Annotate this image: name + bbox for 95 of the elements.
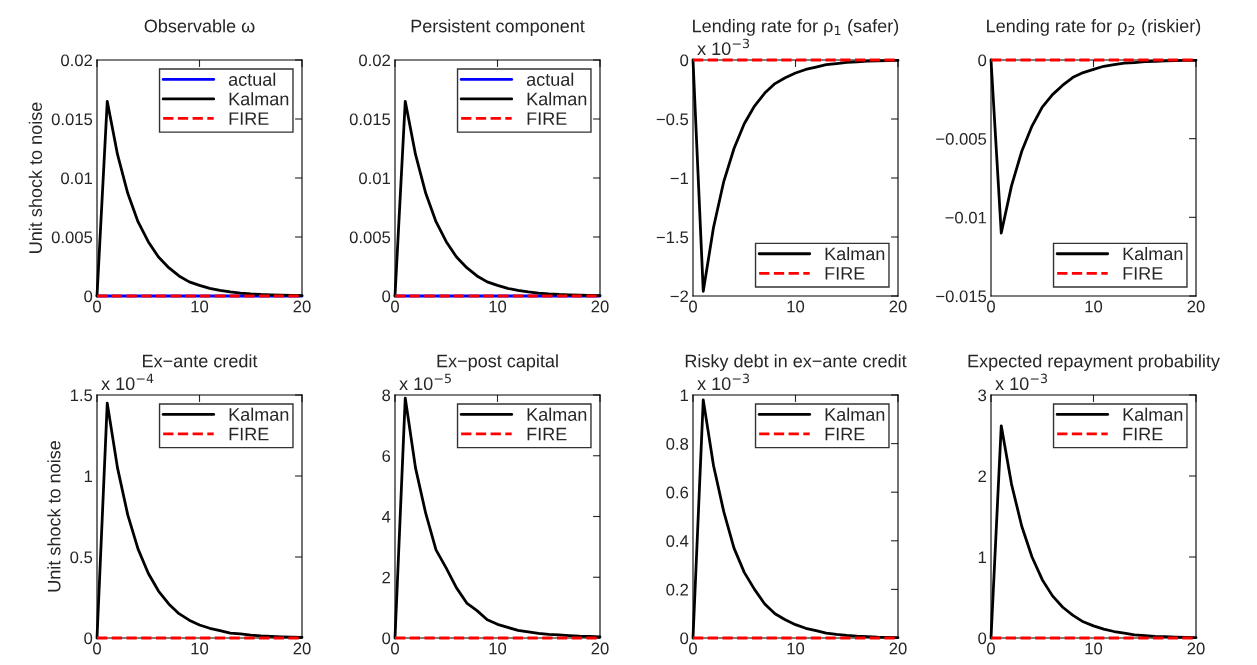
legend-label: FIRE <box>1123 427 1163 441</box>
y-tick-label: 0.6 <box>666 486 689 499</box>
chart-title: Lending rate for ρ$_{1}$ (safer) <box>693 19 899 36</box>
y-tick-label: 0 <box>382 632 391 645</box>
text: x 10$^{−4}$ <box>101 373 154 391</box>
y-tick-label: −2 <box>670 290 688 303</box>
y-tick-label: 0.015 <box>51 113 93 126</box>
chart-title: Expected repayment probability <box>968 354 1220 371</box>
legend-label: Kalman <box>527 92 587 106</box>
y-tick-label: −1 <box>670 172 689 185</box>
legend-label: Kalman <box>1123 246 1183 261</box>
y-axis-title: Unit shock to noise <box>47 441 61 592</box>
x-tick-label: 20 <box>293 300 311 313</box>
legend-label: FIRE <box>825 427 865 441</box>
x-tick-label: 0 <box>987 642 995 655</box>
text: x 10$^{−3}$ <box>697 373 750 391</box>
y-tick-label: 4 <box>381 511 391 523</box>
legend-label: Kalman <box>229 407 289 421</box>
y-tick-label: 1 <box>84 470 93 483</box>
y-tick-label: 0.01 <box>359 172 391 185</box>
chart-title: Ex−post capital <box>437 354 558 371</box>
y-tick-label: 0 <box>978 54 987 67</box>
x-tick-label: 20 <box>1187 642 1205 655</box>
x-tick-label: 0 <box>689 300 697 313</box>
y-tick-label: −1.5 <box>656 231 689 244</box>
legend-label: FIRE <box>229 112 269 125</box>
y-tick-label: 0.015 <box>349 113 391 126</box>
y-tick-label: −0.005 <box>936 133 987 145</box>
x-tick-label: 20 <box>591 300 609 313</box>
x-tick-label: 10 <box>1085 642 1103 655</box>
legend-label: Kalman <box>825 246 885 261</box>
legend-label: FIRE <box>825 267 865 280</box>
y-axis-title: Unit shock to noise <box>28 102 43 253</box>
y-tick-label: 6 <box>382 450 391 462</box>
x-tick-label: 10 <box>489 300 507 313</box>
x-tick-label: 0 <box>93 300 101 313</box>
legend-label: Kalman <box>229 92 289 106</box>
y-tick-label: 0.01 <box>61 172 93 185</box>
legend-label: FIRE <box>1123 267 1163 280</box>
x-tick-label: 10 <box>191 642 209 655</box>
x-tick-label: 10 <box>191 300 209 313</box>
x-tick-label: 20 <box>889 642 907 655</box>
legend-label: FIRE <box>527 112 567 125</box>
legend-label: FIRE <box>527 427 567 441</box>
y-tick-label: 3 <box>978 389 987 402</box>
x-tick-label: 10 <box>787 300 805 313</box>
y-tick-label: 0 <box>382 290 391 303</box>
y-tick-label: 0 <box>84 290 93 303</box>
x-tick-label: 0 <box>987 300 995 313</box>
x-tick-label: 0 <box>391 300 399 313</box>
y-tick-label: 0.2 <box>666 583 688 596</box>
y-tick-label: −0.015 <box>936 290 987 303</box>
y-tick-label: 0 <box>680 632 689 645</box>
y-tick-label: −0.5 <box>656 113 689 126</box>
chart-title: Lending rate for ρ$_{2}$ (riskier) <box>987 19 1201 36</box>
legend-label: actual <box>526 72 574 86</box>
y-tick-label: 2 <box>978 470 986 483</box>
y-tick-label: 1 <box>680 389 689 402</box>
y-tick-label: 1.5 <box>70 389 93 402</box>
legend-label: Kalman <box>527 407 587 421</box>
legend-label: Kalman <box>825 407 885 421</box>
x-tick-label: 10 <box>489 642 507 655</box>
y-tick-label: 0 <box>84 632 93 645</box>
y-tick-label: 1 <box>978 551 987 564</box>
x-tick-label: 10 <box>1085 300 1103 313</box>
x-tick-label: 20 <box>591 642 609 655</box>
legend-label: Kalman <box>1123 407 1183 421</box>
chart-title: Persistent component <box>411 19 585 36</box>
y-tick-label: 2 <box>382 571 390 584</box>
y-tick-label: 0.005 <box>349 231 391 244</box>
chart-title: Risky debt in ex−ante credit <box>685 354 907 371</box>
y-tick-label: 0.4 <box>666 535 689 547</box>
x-tick-label: 0 <box>391 642 399 655</box>
x-tick-label: 0 <box>689 642 697 655</box>
x-tick-label: 0 <box>93 642 101 655</box>
x-tick-label: 20 <box>1187 300 1205 313</box>
y-tick-label: 8 <box>382 389 391 402</box>
text: x 10$^{−3}$ <box>697 38 750 56</box>
x-tick-label: 10 <box>787 642 805 655</box>
x-tick-label: 20 <box>889 300 907 313</box>
y-tick-label: 0 <box>978 632 987 645</box>
chart-title: Ex−ante credit <box>143 354 258 368</box>
chart-title: Observable ω <box>144 19 255 33</box>
y-tick-label: 0.5 <box>70 551 93 564</box>
y-tick-label: 0.02 <box>61 54 92 67</box>
legend-label: FIRE <box>229 427 269 441</box>
x-tick-label: 20 <box>293 642 311 655</box>
legend-label: actual <box>228 72 276 86</box>
y-tick-label: 0.02 <box>359 54 390 67</box>
text: x 10$^{−3}$ <box>995 373 1048 391</box>
y-tick-label: 0.005 <box>51 231 93 244</box>
y-tick-label: 0 <box>680 54 689 67</box>
y-tick-label: 0.8 <box>666 438 689 450</box>
text: x 10$^{−5}$ <box>399 373 451 391</box>
y-tick-label: −0.01 <box>945 211 987 224</box>
